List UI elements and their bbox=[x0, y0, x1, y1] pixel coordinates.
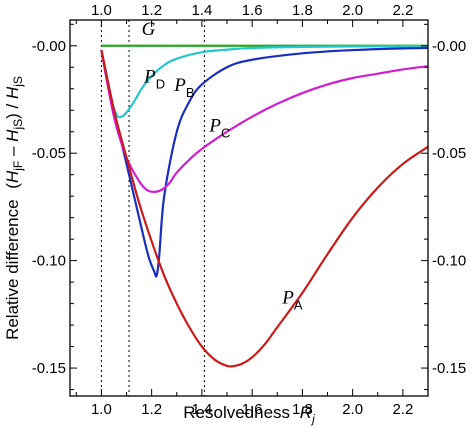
y-tick-label-right: -0.10 bbox=[432, 253, 466, 270]
series-label-pa: PA bbox=[281, 288, 303, 313]
series-label-pd: PD bbox=[143, 66, 165, 91]
series-line-pd bbox=[100, 44, 429, 119]
plot-frame bbox=[69, 19, 429, 397]
x-tick-label-bottom: 2.0 bbox=[342, 401, 363, 418]
y-tick-label-right: -0.05 bbox=[432, 145, 466, 162]
x-tick-label-top: 1.0 bbox=[91, 2, 112, 19]
series-line-pa bbox=[100, 49, 429, 368]
x-axis-title: Resolvedness Rj bbox=[183, 403, 315, 426]
y-axis-title: Relative difference (HjF – HjS) / HjS bbox=[3, 76, 25, 340]
axis-ticks: 1.0 1.0 1.2 1.2 1.4 1.4 1.6 1.6 1.8 1.8 2.0 2.0 2.2 2… bbox=[32, 2, 466, 418]
series-line-pc bbox=[100, 49, 429, 193]
x-tick-label-bottom: 1.0 bbox=[91, 401, 112, 418]
y-tick-label-left: -0.15 bbox=[32, 360, 66, 377]
x-tick-label-top: 2.2 bbox=[392, 2, 413, 19]
series-label-pb: PB bbox=[173, 75, 194, 100]
x-tick-label-bottom: 1.6 bbox=[242, 401, 263, 418]
x-tick-label-bottom: 1.4 bbox=[191, 401, 212, 418]
x-tick-label-top: 2.0 bbox=[342, 2, 363, 19]
x-tick-label-bottom: 2.2 bbox=[392, 401, 413, 418]
y-tick-label-right: -0.15 bbox=[432, 360, 466, 377]
x-tick-label-top: 1.8 bbox=[292, 2, 313, 19]
series-line-pb bbox=[100, 46, 429, 278]
x-tick-label-top: 1.4 bbox=[191, 2, 212, 19]
x-tick-label-bottom: 1.2 bbox=[141, 401, 162, 418]
y-tick-label-left: -0.10 bbox=[32, 253, 66, 270]
x-tick-label-top: 1.2 bbox=[141, 2, 162, 19]
series-label-pc: PC bbox=[208, 116, 230, 141]
series-lines bbox=[100, 44, 429, 368]
x-tick-label-bottom: 1.8 bbox=[292, 401, 313, 418]
x-tick-label-top: 1.6 bbox=[242, 2, 263, 19]
y-tick-label-left: -0.05 bbox=[32, 145, 66, 162]
y-tick-label-right: -0.00 bbox=[432, 38, 466, 55]
series-labels: G PD PB PC PA bbox=[142, 19, 303, 313]
series-label-g: G bbox=[142, 19, 156, 40]
y-tick-label-left: -0.00 bbox=[32, 38, 66, 55]
